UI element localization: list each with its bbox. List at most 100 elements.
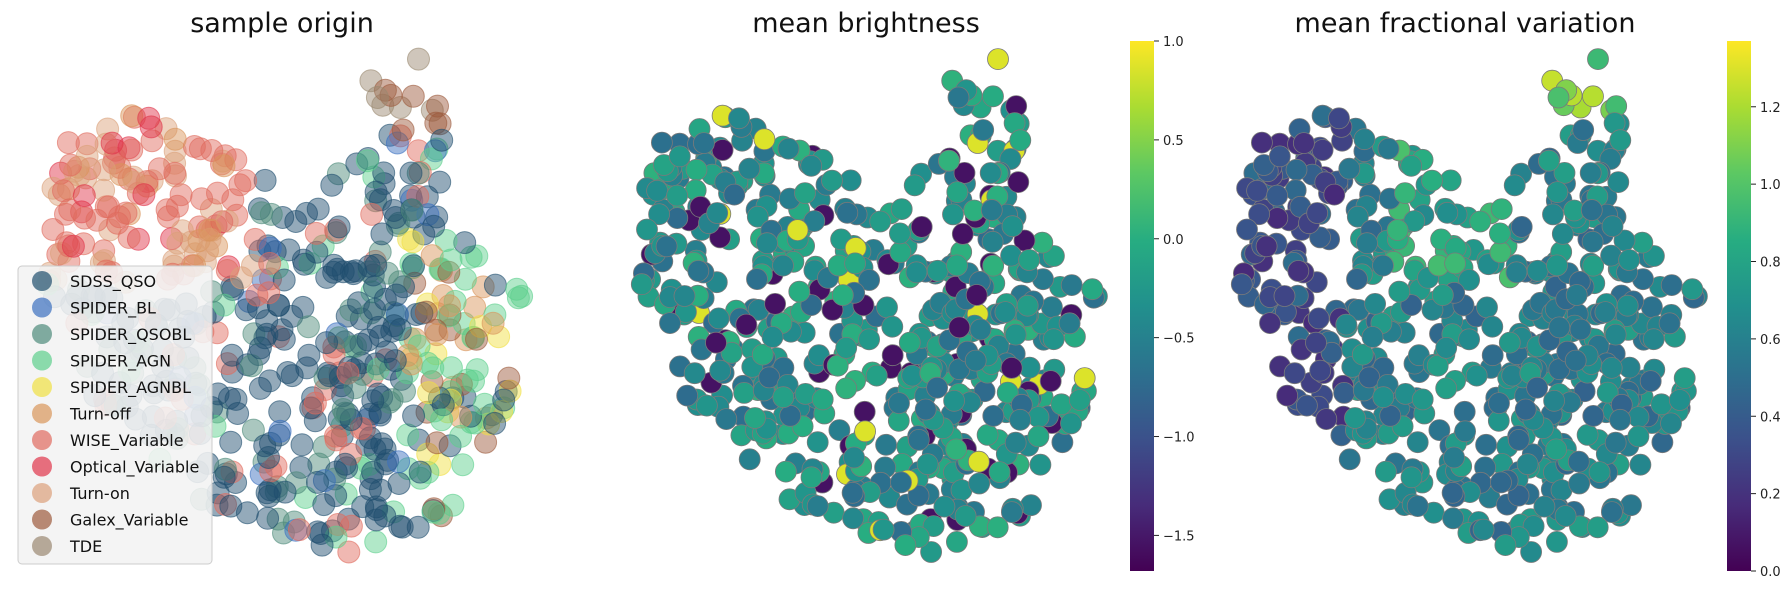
scatter-point [1328, 107, 1350, 130]
legend-marker [32, 509, 52, 530]
scatter-point [137, 106, 161, 130]
scatter-point [775, 460, 797, 483]
scatter-point [1375, 460, 1397, 483]
scatter-point [52, 179, 75, 203]
scatter-point [1494, 534, 1517, 556]
scatter-point [291, 295, 315, 319]
scatter-point [376, 261, 399, 285]
scatter-point [92, 239, 116, 263]
scatter-point [988, 461, 1011, 484]
scatter-point [1442, 507, 1464, 530]
scatter-point [147, 157, 171, 181]
scatter-point [876, 296, 898, 319]
legend-marker [32, 324, 52, 344]
scatter-point [1507, 484, 1530, 507]
scatter-point [73, 206, 96, 230]
scatter-point [1000, 244, 1022, 267]
scatter-point [982, 254, 1005, 277]
scatter-point [1627, 425, 1650, 448]
scatter-point [387, 472, 411, 495]
scatter-point [306, 520, 330, 544]
scatter-point [696, 394, 718, 417]
scatter-point [243, 227, 267, 251]
scatter-point [163, 161, 187, 185]
legend-marker [32, 456, 52, 477]
scatter-point [1435, 377, 1458, 400]
scatter-point [1356, 232, 1378, 255]
scatter-point [441, 493, 465, 517]
scatter-point [1029, 453, 1052, 476]
legend-marker [32, 536, 52, 556]
scatter-point [1609, 408, 1631, 431]
scatter-point [351, 495, 375, 519]
scatter-point [1351, 343, 1374, 366]
scatter-point [979, 162, 1002, 184]
scatter-point [945, 438, 968, 461]
panel-mean-brightness: mean brightness 1.0 0.5 0.0 −0.5 −1.0 −1.5 [630, 8, 1195, 571]
scatter-point [746, 205, 769, 228]
scatter-point [800, 154, 823, 177]
scatter-point [922, 515, 945, 537]
scatter-point [1582, 254, 1605, 277]
scatter-point [1475, 433, 1497, 456]
scatter-point [1042, 328, 1065, 351]
scatter-point [1004, 431, 1027, 454]
scatter-point [1311, 139, 1334, 161]
scatter-point [331, 398, 355, 421]
scatter-point [213, 457, 237, 481]
colorbar-gradient [1130, 41, 1154, 571]
scatter-point [907, 484, 930, 507]
scatter-point [1553, 161, 1576, 184]
scatter-point [1309, 359, 1332, 382]
scatter-point [916, 453, 939, 476]
scatter-point [364, 530, 388, 554]
scatter-point [358, 426, 382, 450]
scatter-point [400, 198, 424, 222]
scatter-point [106, 211, 129, 235]
scatter-point [685, 158, 708, 181]
scatter-point [327, 326, 351, 350]
scatter-point [854, 420, 876, 443]
scatter-point [720, 341, 743, 364]
scatter-point [1594, 301, 1617, 324]
scatter-point [1596, 381, 1619, 404]
scatter-point [420, 370, 444, 394]
scatter-point [683, 362, 706, 385]
scatter-point [869, 210, 892, 233]
colorbar-tick-label: −1.5 [1163, 529, 1195, 544]
scatter-point [163, 151, 187, 175]
scatter-point [292, 252, 316, 276]
scatter-point [1007, 171, 1030, 194]
scatter-point [673, 285, 696, 307]
scatter-point [1421, 169, 1443, 192]
scatter-point [1620, 494, 1642, 517]
scatter-point [1441, 481, 1464, 504]
scatter-point [438, 303, 462, 327]
scatter-point [370, 222, 394, 246]
scatter-point [1283, 362, 1306, 385]
scatter-point [1353, 128, 1376, 151]
scatter-point [901, 364, 924, 387]
scatter-point [255, 481, 279, 505]
scatter-point [1600, 356, 1623, 379]
scatter-point [1489, 241, 1512, 264]
scatter-point [375, 340, 399, 364]
scatter-point [407, 47, 430, 71]
legend-label: SDSS_QSO [70, 272, 156, 292]
scatter-point [1579, 162, 1602, 184]
scatter-point [1073, 367, 1096, 390]
scatter-point [1443, 446, 1465, 469]
scatter-point [1009, 129, 1032, 152]
colorbar-tick-label: 1.0 [1163, 35, 1184, 50]
scatter-point [399, 161, 423, 185]
scatter-point [1490, 198, 1513, 221]
scatter-point [1435, 336, 1458, 359]
scatter-point [473, 392, 497, 416]
scatter-point [1604, 431, 1627, 454]
scatter-point [1543, 389, 1565, 412]
scatter-point [1386, 219, 1409, 242]
scatter-point [298, 251, 322, 275]
scatter-point [1305, 331, 1327, 354]
scatter-point [75, 144, 99, 168]
scatter-point [1315, 408, 1338, 431]
